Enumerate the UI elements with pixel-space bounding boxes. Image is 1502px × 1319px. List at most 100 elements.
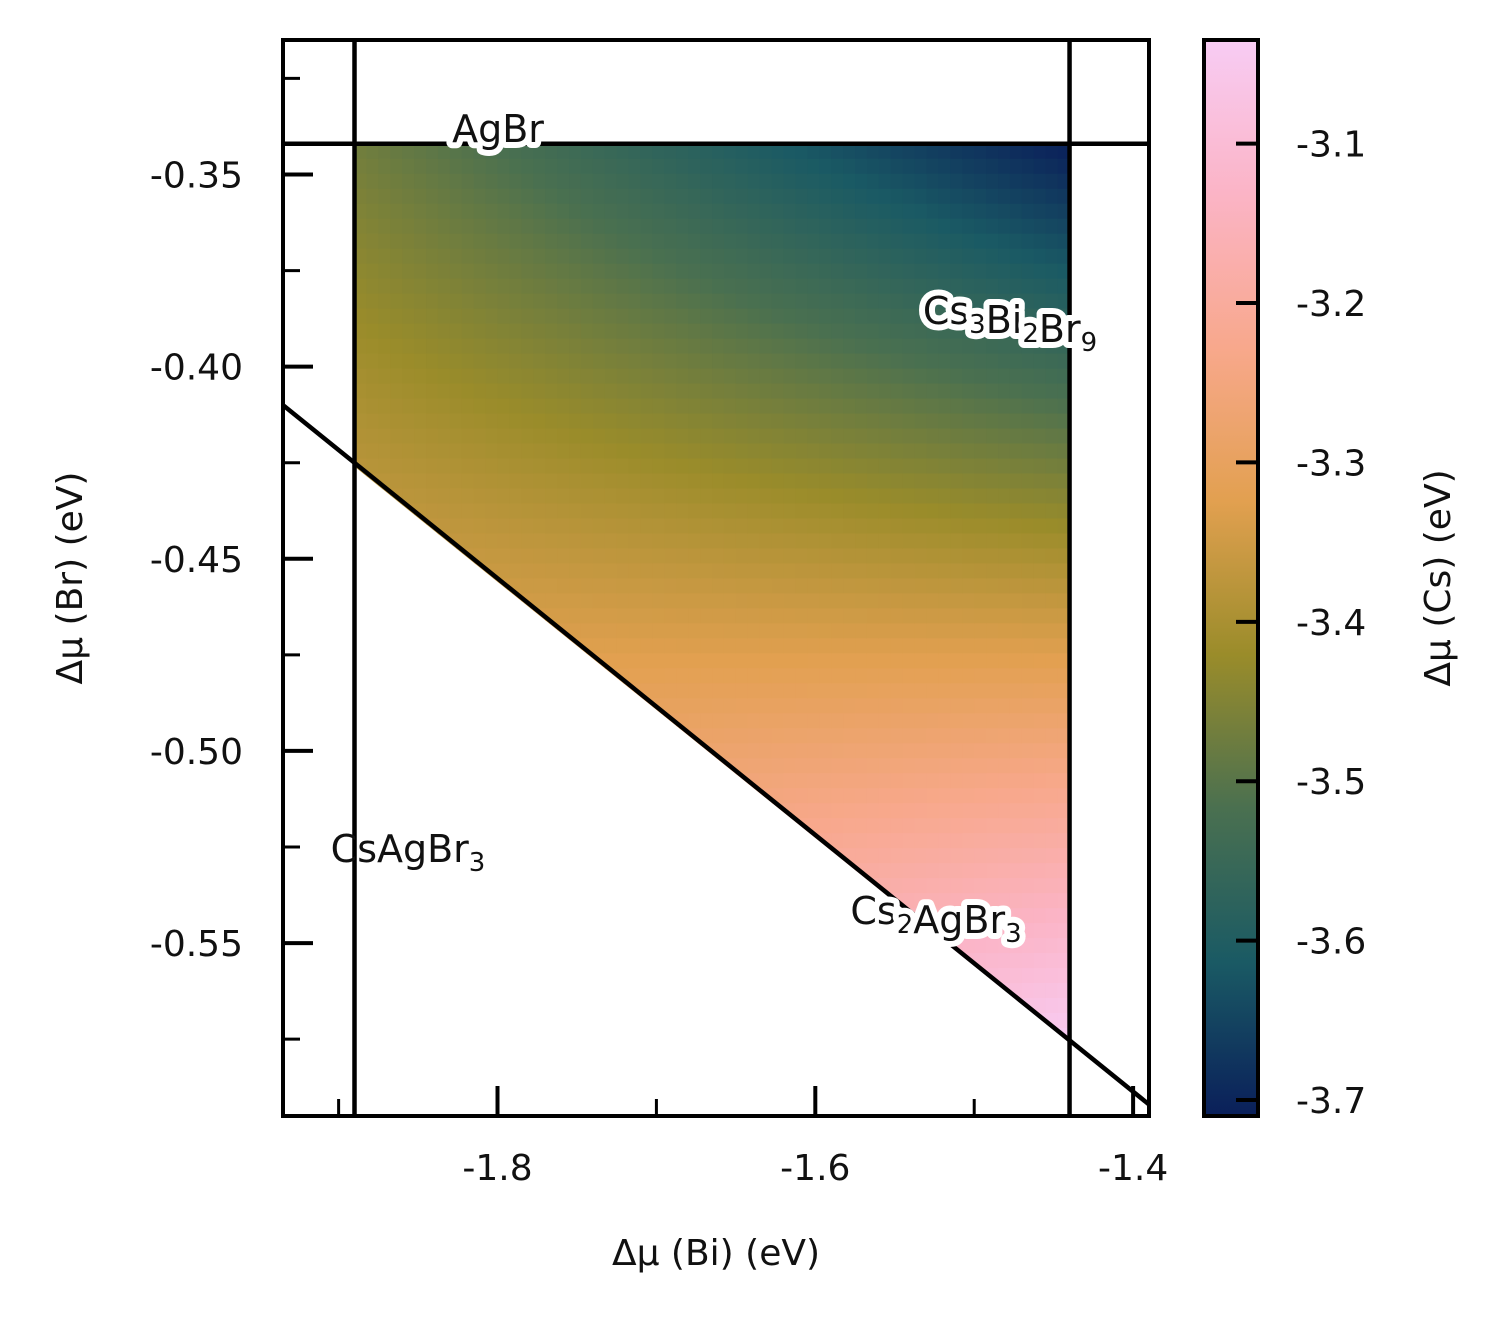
heatmap-cell bbox=[569, 818, 582, 834]
heatmap-cell bbox=[890, 758, 904, 775]
heatmap-cell bbox=[759, 233, 773, 250]
heatmap-cell bbox=[783, 203, 797, 220]
heatmap-cell bbox=[378, 383, 392, 400]
heatmap-cell bbox=[938, 833, 952, 849]
heatmap-cell bbox=[783, 653, 797, 670]
heatmap-cell bbox=[664, 623, 678, 640]
heatmap-cell bbox=[747, 563, 761, 580]
heatmap-cell bbox=[664, 143, 678, 160]
heatmap-cell bbox=[1009, 413, 1023, 430]
heatmap-cell bbox=[652, 638, 666, 655]
heatmap-cell bbox=[604, 1013, 618, 1029]
heatmap-cell bbox=[974, 188, 987, 205]
heatmap-cell bbox=[735, 998, 749, 1014]
heatmap-cell bbox=[1021, 743, 1035, 760]
heatmap-cell bbox=[426, 743, 439, 760]
heatmap-cell bbox=[890, 863, 904, 879]
heatmap-cell bbox=[974, 218, 987, 235]
heatmap-cell bbox=[819, 803, 833, 819]
heatmap-cell bbox=[986, 833, 999, 849]
heatmap-cell bbox=[890, 1013, 904, 1029]
heatmap-cell bbox=[819, 773, 833, 790]
heatmap-cell bbox=[843, 698, 856, 715]
heatmap-cell bbox=[497, 638, 511, 655]
heatmap-cell bbox=[843, 833, 856, 849]
heatmap-cell bbox=[449, 923, 463, 939]
heatmap-cell bbox=[461, 188, 475, 205]
heatmap-cell bbox=[557, 233, 570, 250]
heatmap-cell bbox=[700, 518, 713, 535]
heatmap-cell bbox=[723, 893, 737, 909]
heatmap-cell bbox=[664, 503, 678, 520]
heatmap-cell bbox=[616, 818, 630, 834]
heatmap-cell bbox=[628, 728, 642, 745]
heatmap-cell bbox=[747, 878, 761, 894]
heatmap-cell bbox=[533, 818, 546, 834]
heatmap-cell bbox=[950, 683, 964, 700]
heatmap-cell bbox=[688, 863, 701, 879]
heatmap-cell bbox=[604, 263, 618, 280]
heatmap-cell bbox=[616, 563, 630, 580]
heatmap-cell bbox=[938, 653, 952, 670]
heatmap-cell bbox=[855, 308, 868, 325]
heatmap-cell bbox=[902, 458, 916, 475]
heatmap-cell bbox=[1045, 728, 1059, 745]
heatmap-cell bbox=[1021, 623, 1035, 640]
heatmap-cell bbox=[747, 203, 761, 220]
heatmap-cell bbox=[700, 878, 713, 894]
heatmap-cell bbox=[807, 218, 821, 235]
heatmap-cell bbox=[998, 248, 1011, 265]
heatmap-cell bbox=[819, 368, 833, 385]
heatmap-cell bbox=[580, 578, 594, 595]
heatmap-cell bbox=[938, 278, 952, 295]
heatmap-cell bbox=[998, 323, 1011, 340]
heatmap-cell bbox=[783, 278, 797, 295]
heatmap-cell bbox=[557, 173, 570, 190]
heatmap-cell bbox=[485, 818, 499, 834]
heatmap-cell bbox=[914, 458, 928, 475]
heatmap-cell bbox=[580, 218, 594, 235]
heatmap-cell bbox=[962, 743, 976, 760]
heatmap-cell bbox=[449, 248, 463, 265]
heatmap-cell bbox=[426, 713, 439, 730]
heatmap-cell bbox=[640, 563, 654, 580]
heatmap-cell bbox=[974, 818, 987, 834]
heatmap-cell bbox=[354, 293, 368, 310]
heatmap-cell bbox=[592, 758, 606, 775]
heatmap-cell bbox=[485, 1027, 499, 1043]
heatmap-cell bbox=[902, 338, 916, 355]
heatmap-cell bbox=[473, 728, 487, 745]
heatmap-cell bbox=[783, 338, 797, 355]
heatmap-cell bbox=[1021, 143, 1035, 160]
heatmap-cell bbox=[545, 758, 558, 775]
heatmap-cell bbox=[938, 263, 952, 280]
heatmap-cell bbox=[461, 143, 475, 160]
heatmap-cell bbox=[521, 938, 535, 954]
heatmap-cell bbox=[866, 578, 880, 595]
heatmap-cell bbox=[616, 788, 630, 804]
heatmap-cell bbox=[795, 953, 809, 969]
heatmap-cell bbox=[771, 428, 785, 445]
heatmap-cell bbox=[998, 233, 1011, 250]
heatmap-cell bbox=[461, 383, 475, 400]
heatmap-cell bbox=[414, 683, 427, 700]
heatmap-cell bbox=[509, 968, 523, 984]
heatmap-cell bbox=[843, 938, 856, 954]
heatmap-cell bbox=[986, 278, 999, 295]
heatmap-cell bbox=[866, 833, 880, 849]
heatmap-cell bbox=[652, 803, 666, 819]
heatmap-cell bbox=[914, 848, 928, 864]
heatmap-cell bbox=[1057, 368, 1070, 385]
heatmap-cell bbox=[676, 383, 689, 400]
heatmap-cell bbox=[1045, 338, 1059, 355]
heatmap-cell bbox=[569, 1013, 582, 1029]
heatmap-cell bbox=[986, 203, 999, 220]
heatmap-cell bbox=[902, 683, 916, 700]
heatmap-cell bbox=[426, 533, 439, 550]
heatmap-cell bbox=[473, 488, 487, 505]
heatmap-cell bbox=[878, 998, 892, 1014]
heatmap-cell bbox=[902, 1027, 916, 1043]
heatmap-cell bbox=[604, 608, 618, 625]
heatmap-cell bbox=[759, 248, 773, 265]
heatmap-cell bbox=[914, 533, 928, 550]
